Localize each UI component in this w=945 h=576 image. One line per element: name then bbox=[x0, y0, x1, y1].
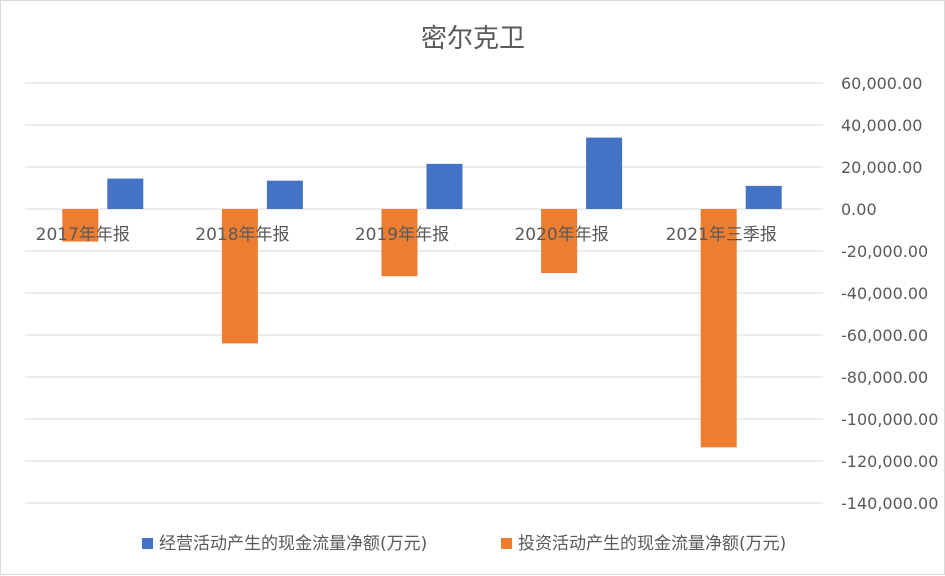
bar-operating-1 bbox=[266, 180, 303, 209]
chart-title: 密尔克卫 bbox=[421, 24, 525, 54]
y-tick-label: -140,000.00 bbox=[841, 494, 938, 513]
y-tick-label: -100,000.00 bbox=[841, 410, 938, 429]
gridlines bbox=[25, 82, 823, 504]
bar-investing-2 bbox=[381, 209, 418, 277]
y-tick-label: 0.00 bbox=[841, 200, 877, 219]
legend: 经营活动产生的现金流量净额(万元) 投资活动产生的现金流量净额(万元) bbox=[142, 534, 786, 554]
category-label: 2017年年报 bbox=[36, 225, 130, 245]
bar-operating-4 bbox=[745, 185, 782, 209]
category-label: 2021年三季报 bbox=[666, 225, 777, 245]
legend-label: 经营活动产生的现金流量净额(万元) bbox=[159, 534, 427, 554]
y-tick-label: -120,000.00 bbox=[841, 452, 938, 471]
legend-swatch bbox=[142, 538, 153, 549]
bars bbox=[62, 137, 782, 448]
bar-investing-3 bbox=[541, 209, 578, 274]
category-labels: 2017年年报 2018年年报 2019年年报 2020年年报 2021年三季报 bbox=[36, 225, 777, 245]
y-tick-label: -40,000.00 bbox=[841, 284, 928, 303]
y-tick-label: -60,000.00 bbox=[841, 326, 928, 345]
category-label: 2018年年报 bbox=[195, 225, 289, 245]
y-axis-tick-labels: 60,000.00 40,000.00 20,000.00 0.00 -20,000.0… bbox=[841, 74, 938, 513]
y-tick-label: -20,000.00 bbox=[841, 242, 928, 261]
legend-swatch bbox=[501, 538, 512, 549]
bar-investing-4 bbox=[700, 209, 737, 448]
bar-operating-0 bbox=[107, 178, 144, 209]
bar-investing-0 bbox=[62, 209, 99, 242]
category-label: 2020年年报 bbox=[514, 225, 608, 245]
bar-operating-2 bbox=[426, 163, 463, 209]
bar-investing-1 bbox=[221, 209, 258, 344]
y-tick-label: 20,000.00 bbox=[841, 158, 922, 177]
y-tick-label: -80,000.00 bbox=[841, 368, 928, 387]
y-tick-label: 60,000.00 bbox=[841, 74, 922, 93]
bar-operating-3 bbox=[586, 137, 623, 209]
category-label: 2019年年报 bbox=[355, 225, 449, 245]
legend-label: 投资活动产生的现金流量净额(万元) bbox=[518, 534, 786, 554]
y-tick-label: 40,000.00 bbox=[841, 116, 922, 135]
